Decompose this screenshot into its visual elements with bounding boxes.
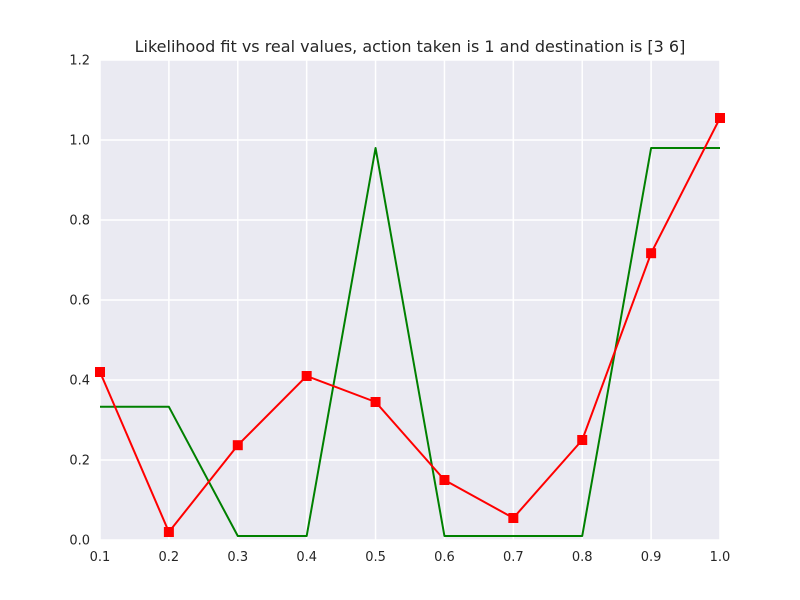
x-tick-label: 0.2 (159, 550, 180, 565)
x-tick-label: 1.0 (710, 550, 731, 565)
y-tick-label: 1.2 (69, 54, 90, 69)
x-tick-label: 0.9 (641, 550, 662, 565)
series-0 (100, 147, 720, 537)
x-tick-label: 0.3 (227, 550, 248, 565)
data-point (232, 440, 243, 451)
y-tick-label: 0.2 (69, 454, 90, 469)
y-tick-label: 0.6 (69, 294, 90, 309)
y-tick-label: 0.0 (69, 534, 90, 549)
x-tick-label: 0.5 (365, 550, 386, 565)
y-axis: 0.0 0.2 0.4 0.6 0.8 1.0 1.2 (69, 54, 90, 549)
data-point (95, 367, 105, 377)
data-point (301, 371, 312, 381)
x-axis: 0.1 0.2 0.3 0.4 0.5 0.6 0.7 0.8 0.9 1.0 (90, 550, 731, 565)
y-tick-label: 0.8 (69, 214, 90, 229)
data-point (370, 397, 381, 407)
data-point (163, 527, 174, 537)
grid (99, 59, 721, 541)
y-tick-label: 1.0 (69, 134, 90, 149)
x-tick-label: 0.8 (572, 550, 593, 565)
data-point (508, 513, 519, 523)
series-1 (95, 113, 725, 537)
data-point (646, 248, 657, 259)
data-point (715, 113, 725, 123)
chart-title: Likelihood fit vs real values, action ta… (135, 37, 686, 56)
x-tick-label: 0.1 (90, 550, 111, 565)
data-point (439, 475, 450, 485)
series-layer (95, 113, 725, 537)
x-tick-label: 0.6 (434, 550, 455, 565)
series-line (99, 117, 721, 533)
data-point (577, 435, 588, 445)
y-tick-label: 0.4 (69, 374, 90, 389)
x-tick-label: 0.7 (503, 550, 524, 565)
series-line (100, 147, 720, 537)
x-tick-label: 0.4 (296, 550, 317, 565)
